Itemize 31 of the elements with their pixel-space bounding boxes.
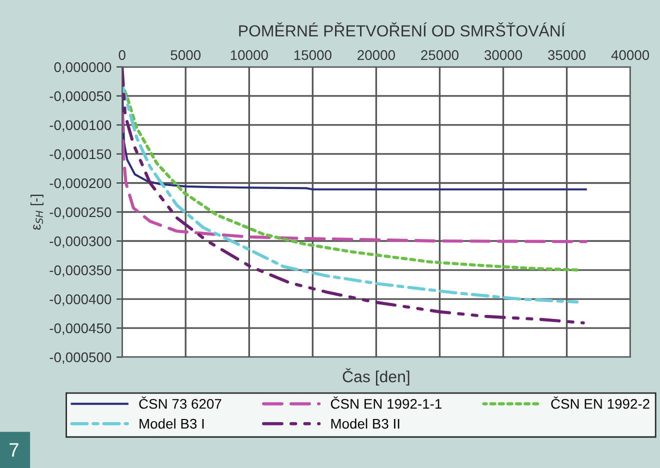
x-tick-label: 35000 <box>548 50 586 60</box>
y-tick-label: -0,000100 <box>50 120 112 132</box>
x-tick-label: 30000 <box>484 50 522 60</box>
text: 7 <box>10 443 18 457</box>
line-series <box>122 112 588 244</box>
x-axis-title: Čas [den] <box>342 368 410 386</box>
x-tick-label: 40000 <box>611 50 650 60</box>
y-tick-label: -0,000050 <box>50 91 112 103</box>
x-tick-label: 20000 <box>358 50 395 60</box>
legend-label: Model B3 I <box>140 418 204 429</box>
legend-label: ČSN 73 6207 <box>139 396 222 409</box>
legend-label: ČSN EN 1992-1-1 <box>330 396 442 409</box>
y-tick-label: -0,000450 <box>50 323 112 335</box>
y-tick-label: -0,000200 <box>50 178 112 190</box>
x-tick-label: 10000 <box>230 50 268 60</box>
y-tick-label: -0,000400 <box>50 294 112 306</box>
y-tick-label: -0,000350 <box>50 265 112 277</box>
legend-label: Model B3 II <box>331 418 400 429</box>
line-series <box>122 66 585 324</box>
y-tick-label: -0,000150 <box>50 149 112 161</box>
y-tick-label: -0,000500 <box>50 352 112 364</box>
y-tick-label: -0,000300 <box>50 236 112 248</box>
x-tick-label: 5000 <box>170 50 201 60</box>
y-tick-label: -0,000250 <box>50 207 112 219</box>
y-axis-title: ε$_{SH}$ [-] <box>30 194 44 230</box>
chart-title: POMĚRNÉ PŘETVOŘENÍ OD SMRŠŤOVÁNÍ <box>239 22 566 37</box>
y-tick-label: 0,000000 <box>54 62 112 74</box>
x-tick-label: 0 <box>118 50 126 60</box>
x-tick-label: 15000 <box>294 50 332 60</box>
x-tick-label: 25000 <box>421 50 458 60</box>
legend-label: ČSN EN 1992-2 <box>551 396 650 409</box>
